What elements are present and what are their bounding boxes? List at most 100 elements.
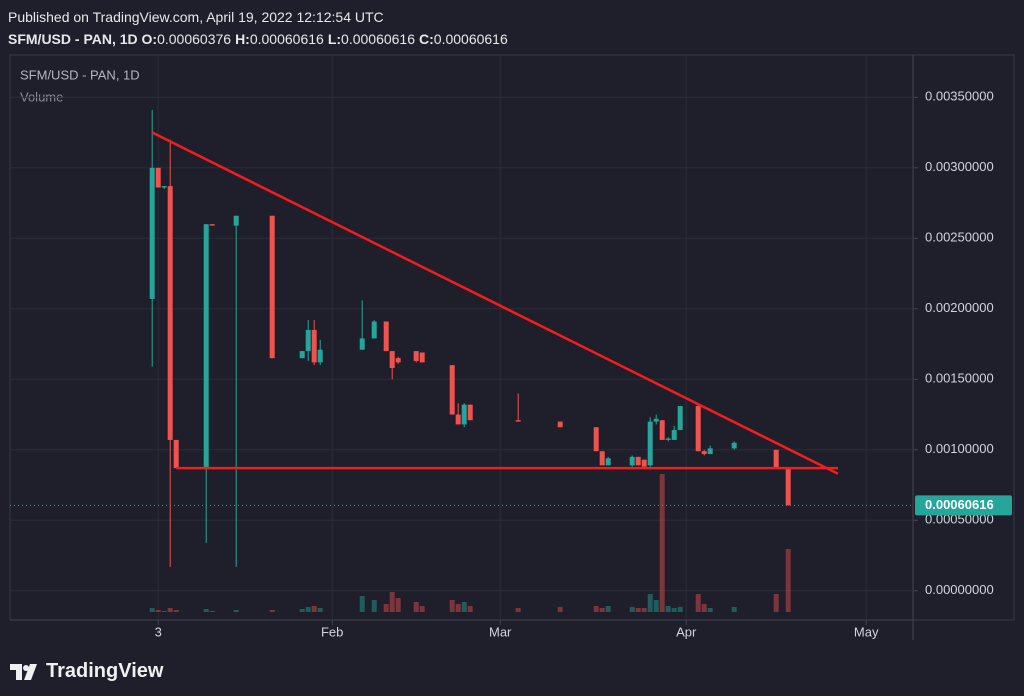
- candle-body: [773, 449, 779, 469]
- chart: SFM/USD - PAN, 1D Volume 0.000000000.000…: [9, 54, 1015, 640]
- symbol: SFM/USD - PAN, 1D: [8, 31, 138, 47]
- volume-bar: [317, 608, 323, 612]
- candle-body: [731, 442, 737, 449]
- candle-body: [305, 329, 311, 352]
- volume-bar: [395, 598, 401, 612]
- symbol-line: SFM/USD - PAN, 1D O:0.00060376 H:0.000606…: [8, 28, 512, 50]
- ohlc-value: 0.00060616: [433, 31, 508, 47]
- x-tick-label: Mar: [489, 624, 512, 639]
- volume-bar: [269, 610, 275, 612]
- candle-body: [383, 321, 389, 352]
- candle-body: [173, 439, 179, 469]
- ohlc-value: 0.00060616: [249, 31, 324, 47]
- candle-body: [671, 430, 677, 440]
- volume-bar: [665, 606, 671, 612]
- x-tick-label: 3: [155, 624, 162, 639]
- candle-body: [167, 186, 173, 440]
- last-price-label: 0.00060616: [925, 497, 994, 512]
- legend-symbol: SFM/USD - PAN, 1D: [20, 67, 140, 82]
- volume-bar: [155, 610, 161, 612]
- volume-bar: [161, 611, 167, 612]
- candle-body: [461, 404, 467, 425]
- frame: [9, 54, 1015, 621]
- x-tick-label: May: [854, 624, 879, 639]
- volume-bar: [461, 602, 467, 612]
- volume-bar: [449, 600, 455, 612]
- volume-bar: [233, 610, 239, 612]
- volume-bar: [677, 607, 683, 612]
- volume-bar: [383, 604, 389, 612]
- candle-body: [515, 420, 521, 422]
- candle-body: [785, 468, 791, 506]
- candle-body: [599, 451, 605, 466]
- candle-body: [677, 406, 683, 431]
- y-tick-label: 0.00050000: [925, 512, 994, 527]
- volume-bar: [707, 608, 713, 612]
- y-tick-label: 0.00250000: [925, 230, 994, 245]
- candle-body: [605, 458, 611, 466]
- x-tick-label: Apr: [676, 624, 697, 639]
- y-tick-label: 0.00350000: [925, 89, 994, 104]
- volume-bar: [167, 608, 173, 612]
- volume-bar: [311, 606, 317, 612]
- ohlc-label: O:: [141, 31, 158, 47]
- volume-bar: [641, 608, 647, 612]
- ohlc-label: H:: [235, 31, 250, 47]
- candle-body: [269, 215, 275, 359]
- ohlc: O:0.00060376 H:0.00060616 L:0.00060616 C:0.…: [142, 31, 512, 47]
- x-tick-label: Feb: [321, 624, 343, 639]
- header: Published on TradingView.com, April 19, …: [8, 6, 512, 50]
- y-tick-label: 0.00300000: [925, 159, 994, 174]
- candle-body: [149, 167, 155, 299]
- footer: TradingView: [10, 660, 163, 683]
- volume-bar: [299, 609, 305, 612]
- trendline: [151, 131, 839, 475]
- volume-bar: [203, 609, 209, 612]
- candle-body: [635, 456, 641, 466]
- candle-body: [209, 224, 215, 226]
- y-tick-label: 0.00100000: [925, 441, 994, 456]
- candle-body: [359, 338, 365, 350]
- volume-bar: [389, 592, 395, 612]
- candle-body: [449, 365, 455, 415]
- volume-bar: [701, 604, 707, 612]
- candle-body: [629, 456, 635, 466]
- volume-bar: [593, 606, 599, 612]
- ohlc-label: C:: [419, 31, 434, 47]
- candle-body: [557, 421, 563, 428]
- volume-bar: [419, 606, 425, 612]
- candle-body: [641, 459, 647, 467]
- ohlc-value: 0.00060376: [157, 31, 232, 47]
- candle-body: [413, 351, 419, 361]
- candle-body: [311, 329, 317, 363]
- ohlc-value: 0.00060616: [341, 31, 415, 47]
- candle-body: [299, 351, 305, 359]
- published: Published on TradingView.com, April 19, …: [8, 9, 384, 25]
- volume-bar: [731, 607, 737, 612]
- volume-bar: [773, 594, 779, 612]
- candle-body: [233, 215, 239, 226]
- candle-body: [419, 352, 425, 363]
- candle-body: [647, 421, 653, 466]
- candle-body: [467, 404, 473, 421]
- volume-bar: [629, 607, 635, 612]
- y-tick-label: 0.00200000: [925, 300, 994, 315]
- volume-bar: [359, 596, 365, 612]
- volume-bar: [599, 608, 605, 612]
- candle-body: [203, 224, 209, 469]
- last-price-box: [915, 495, 1012, 516]
- volume-bar: [647, 594, 653, 612]
- candle-body: [389, 351, 395, 369]
- volume-bar: [173, 610, 179, 612]
- volume-bar: [605, 606, 611, 612]
- volume-bar: [695, 594, 701, 612]
- brand: TradingView: [46, 660, 164, 682]
- candle-body: [371, 321, 377, 339]
- candle-body: [707, 448, 713, 455]
- candle-body: [695, 406, 701, 452]
- candle-body: [161, 186, 167, 188]
- candle-body: [395, 358, 401, 363]
- candle-body: [665, 438, 671, 440]
- volume-bar: [635, 608, 641, 612]
